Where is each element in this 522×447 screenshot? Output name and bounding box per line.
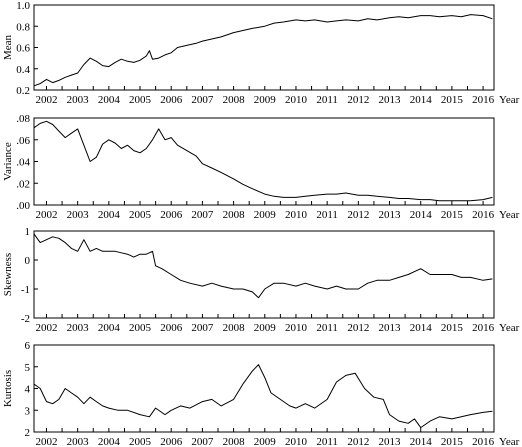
panel-1-xtick-label: 2013: [379, 94, 402, 106]
panel-1-xtick-label: 2003: [67, 94, 90, 106]
panel-1-xtick-label: 2007: [191, 94, 214, 106]
panel-3-xtick-label: 2003: [67, 322, 90, 334]
panel-4-ytick-label: 2: [25, 427, 31, 439]
panel-1-xtick-label: 2004: [98, 94, 121, 106]
panel-2-xtick-label: 2014: [410, 209, 433, 221]
panel-1-xlabel: Year: [499, 94, 520, 106]
panel-1-ytick-label: 0.2: [16, 85, 30, 97]
panel-4-ylabel: Kurtosis: [2, 370, 14, 407]
panel-2-ytick-label: .02: [16, 178, 30, 190]
panel-2-xtick-label: 2016: [472, 209, 495, 221]
panel-1-frame: [33, 4, 495, 91]
panel-3-xtick-label: 2006: [160, 322, 183, 334]
panel-2-xtick-label: 2008: [223, 209, 246, 221]
panel-1-xtick-label: 2015: [441, 94, 464, 106]
panel-3-xtick-label: 2015: [441, 322, 464, 334]
panel-4-xtick-label: 2013: [379, 436, 402, 447]
panel-4-xtick-label: 2005: [129, 436, 152, 447]
panel-3-series-line: [33, 233, 493, 299]
panel-2-xtick-label: 2003: [67, 209, 90, 221]
panel-3-xtick-label: 2009: [254, 322, 277, 334]
panel-2-xlabel: Year: [499, 209, 520, 221]
panel-3-xtick-label: 2012: [347, 322, 369, 334]
panel-2-xtick-label: 2002: [35, 209, 57, 221]
panel-4-ytick-label: 5: [25, 362, 31, 374]
panel-3-xtick-label: 2011: [316, 322, 338, 334]
panel-1-xtick-label: 2009: [254, 94, 277, 106]
panel-1-series-line: [33, 14, 493, 87]
panel-3-ylabel: Skewness: [2, 253, 14, 296]
panel-4-xtick-label: 2004: [98, 436, 121, 447]
panel-1-ytick-label: 0.8: [16, 21, 30, 33]
panel-3-xtick-label: 2004: [98, 322, 121, 334]
panel-1-ytick-label: 0.4: [16, 64, 30, 76]
panel-4-xtick-label: 2006: [160, 436, 183, 447]
panel-1-ylabel: Mean: [2, 34, 14, 60]
panel-4-frame: [33, 344, 495, 433]
panel-4-ytick-label: 6: [25, 340, 31, 352]
panel-1-xtick-label: 2006: [160, 94, 183, 106]
panel-1-ytick-label: 1.0: [16, 0, 30, 12]
panel-4-ytick-label: 4: [25, 384, 31, 396]
panel-2-xtick-label: 2010: [285, 209, 308, 221]
panel-4-xtick-label: 2003: [67, 436, 90, 447]
panel-4-series-line: [33, 364, 493, 429]
panel-3-xtick-label: 2002: [35, 322, 57, 334]
panel-3-frame: [33, 230, 495, 319]
panel-2-ylabel: Variance: [2, 142, 14, 181]
panel-4-xtick-label: 2014: [410, 436, 433, 447]
panel-1-xtick-label: 2010: [285, 94, 308, 106]
panel-4-xlabel: Year: [499, 436, 520, 447]
panel-2-series-line: [33, 120, 493, 202]
panel-3-xtick-label: 2010: [285, 322, 308, 334]
panel-4-xtick-label: 2007: [191, 436, 214, 447]
panel-3-ytick-label: -2: [21, 313, 30, 325]
panel-4-xtick-label: 2011: [316, 436, 338, 447]
panel-4-xtick-label: 2002: [35, 436, 57, 447]
panel-3-xtick-label: 2014: [410, 322, 433, 334]
panel-2-xtick-label: 2013: [379, 209, 402, 221]
panel-3-ytick-label: 1: [25, 226, 31, 238]
panel-2-xtick-label: 2004: [98, 209, 121, 221]
panel-2-ytick-label: .04: [16, 157, 30, 169]
panel-3-xtick-label: 2007: [191, 322, 214, 334]
panel-2-frame: [33, 117, 495, 206]
panel-3-ytick-label: 0: [25, 255, 31, 267]
panel-2-xtick-label: 2015: [441, 209, 464, 221]
panel-1-xtick-label: 2016: [472, 94, 495, 106]
panel-3-xtick-label: 2008: [223, 322, 246, 334]
panel-4-xtick-label: 2010: [285, 436, 308, 447]
panel-2-xtick-label: 2012: [347, 209, 369, 221]
panel-2-xtick-label: 2005: [129, 209, 152, 221]
panel-1-xtick-label: 2008: [223, 94, 246, 106]
panel-4-ytick-label: 3: [25, 405, 31, 417]
panel-1-xtick-label: 2012: [347, 94, 369, 106]
panel-1-ytick-label: 0.6: [16, 43, 30, 55]
panel-2-xtick-label: 2009: [254, 209, 277, 221]
panel-2-ytick-label: .08: [16, 113, 30, 125]
panel-3-ytick-label: -1: [21, 284, 30, 296]
panel-2-xtick-label: 2011: [316, 209, 338, 221]
panel-4-xtick-label: 2008: [223, 436, 246, 447]
panel-3-xtick-label: 2005: [129, 322, 152, 334]
panel-4-xtick-label: 2012: [347, 436, 369, 447]
panel-3-xtick-label: 2016: [472, 322, 495, 334]
panel-4-xtick-label: 2016: [472, 436, 495, 447]
panel-2-ytick-label: .00: [16, 200, 30, 212]
panel-2-ytick-label: .06: [16, 135, 30, 147]
panel-2-xtick-label: 2007: [191, 209, 214, 221]
panel-4-xtick-label: 2015: [441, 436, 464, 447]
panel-1-xtick-label: 2002: [35, 94, 57, 106]
panel-1-xtick-label: 2011: [316, 94, 338, 106]
panel-3-xlabel: Year: [499, 322, 520, 334]
panel-1-xtick-label: 2014: [410, 94, 433, 106]
panel-1-xtick-label: 2005: [129, 94, 152, 106]
panel-4-xtick-label: 2009: [254, 436, 277, 447]
panel-3-xtick-label: 2013: [379, 322, 402, 334]
panel-2-xtick-label: 2006: [160, 209, 183, 221]
